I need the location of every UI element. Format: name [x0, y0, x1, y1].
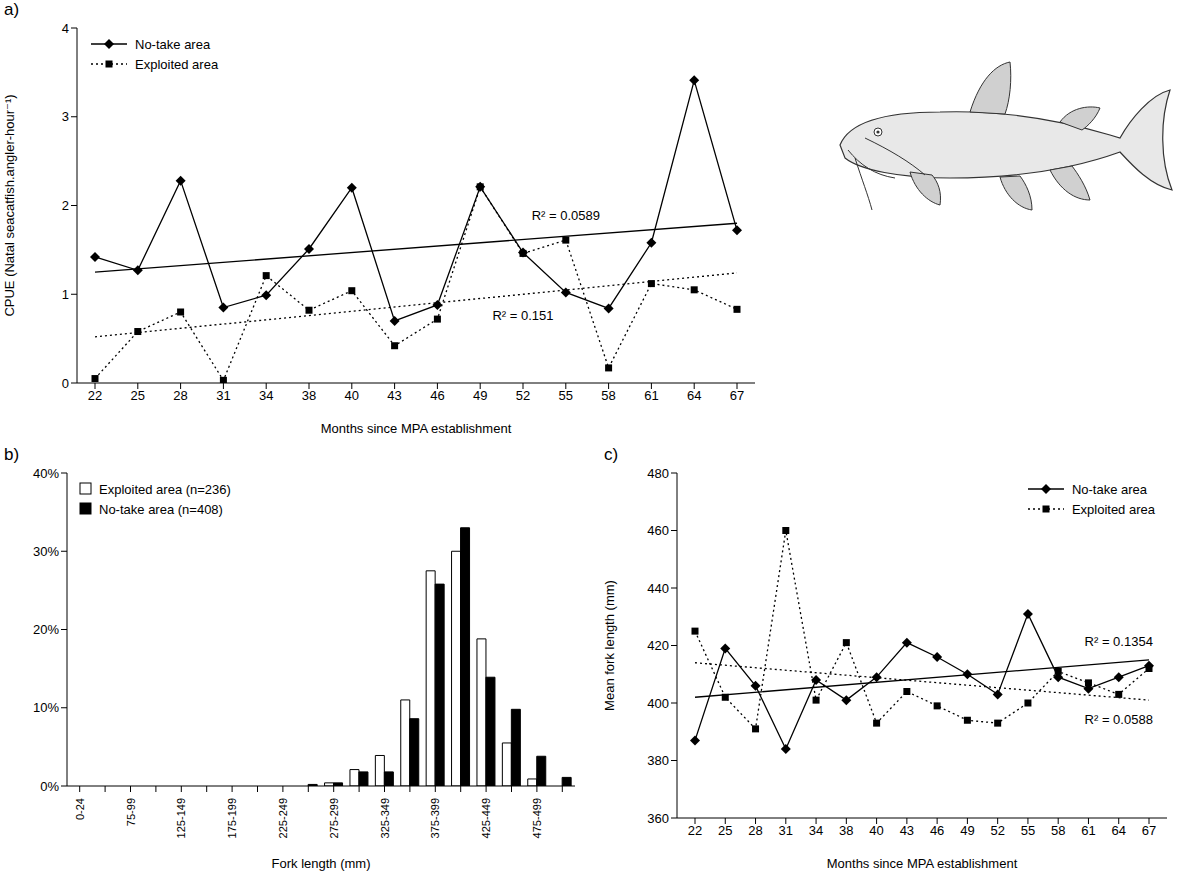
svg-text:46: 46 — [930, 823, 944, 838]
svg-text:125-149: 125-149 — [175, 798, 187, 838]
svg-text:55: 55 — [1021, 823, 1035, 838]
svg-text:425-449: 425-449 — [480, 798, 492, 838]
svg-text:440: 440 — [647, 581, 669, 596]
svg-text:20%: 20% — [33, 622, 59, 637]
svg-text:400: 400 — [647, 696, 669, 711]
svg-text:225-249: 225-249 — [277, 798, 289, 838]
svg-text:0%: 0% — [40, 779, 59, 794]
svg-text:40: 40 — [345, 388, 359, 403]
svg-text:34: 34 — [259, 388, 273, 403]
svg-text:1: 1 — [62, 287, 69, 302]
svg-text:43: 43 — [387, 388, 401, 403]
svg-text:49: 49 — [473, 388, 487, 403]
svg-text:58: 58 — [1051, 823, 1065, 838]
svg-text:475-499: 475-499 — [531, 798, 543, 838]
svg-text:30%: 30% — [33, 544, 59, 559]
svg-text:325-349: 325-349 — [379, 798, 391, 838]
svg-text:R² = 0.0588: R² = 0.0588 — [1085, 712, 1153, 727]
svg-text:55: 55 — [559, 388, 573, 403]
html-text:No-take area: No-take area — [1071, 481, 1147, 497]
svg-text:28: 28 — [748, 823, 762, 838]
svg-text:0: 0 — [62, 376, 69, 391]
svg-text:Months since MPA establishment: Months since MPA establishment — [321, 421, 512, 436]
svg-text:480: 480 — [647, 466, 669, 481]
svg-text:275-299: 275-299 — [328, 798, 340, 838]
svg-text:25: 25 — [718, 823, 732, 838]
svg-text:52: 52 — [990, 823, 1004, 838]
svg-text:22: 22 — [688, 823, 702, 838]
svg-text:3: 3 — [62, 109, 69, 124]
svg-text:460: 460 — [647, 523, 669, 538]
svg-text:46: 46 — [430, 388, 444, 403]
svg-text:420: 420 — [647, 638, 669, 653]
svg-text:R² = 0.151: R² = 0.151 — [492, 308, 553, 323]
svg-text:38: 38 — [839, 823, 853, 838]
svg-text:31: 31 — [216, 388, 230, 403]
svg-text:75-99: 75-99 — [125, 798, 137, 826]
html-text:Exploited area (n=236): Exploited area (n=236) — [99, 481, 231, 497]
svg-text:40%: 40% — [33, 466, 59, 481]
html-text:Exploited area: Exploited area — [1071, 501, 1155, 517]
html-text:c): c) — [604, 445, 619, 464]
svg-text:58: 58 — [601, 388, 615, 403]
svg-text:CPUE (Natal seacatfish.angler-: CPUE (Natal seacatfish.angler-hour⁻¹) — [2, 94, 17, 316]
svg-text:10%: 10% — [33, 700, 59, 715]
svg-text:49: 49 — [960, 823, 974, 838]
svg-text:28: 28 — [173, 388, 187, 403]
svg-text:52: 52 — [516, 388, 530, 403]
html-text:a): a) — [4, 0, 20, 19]
html-text:Exploited area: Exploited area — [135, 56, 219, 72]
svg-text:64: 64 — [687, 388, 701, 403]
svg-text:31: 31 — [779, 823, 793, 838]
svg-text:43: 43 — [900, 823, 914, 838]
svg-text:4: 4 — [62, 21, 69, 36]
svg-text:0-24: 0-24 — [74, 798, 86, 820]
svg-text:61: 61 — [644, 388, 658, 403]
svg-text:22: 22 — [88, 388, 102, 403]
html-text:b): b) — [4, 445, 20, 464]
html-text:No-take area (n=408): No-take area (n=408) — [99, 501, 223, 517]
svg-text:380: 380 — [647, 753, 669, 768]
svg-text:375-399: 375-399 — [429, 798, 441, 838]
svg-text:61: 61 — [1081, 823, 1095, 838]
svg-text:67: 67 — [1142, 823, 1156, 838]
svg-text:64: 64 — [1111, 823, 1125, 838]
svg-text:40: 40 — [869, 823, 883, 838]
svg-text:34: 34 — [809, 823, 823, 838]
svg-text:175-199: 175-199 — [226, 798, 238, 838]
svg-text:2: 2 — [62, 198, 69, 213]
svg-text:R² = 0.1354: R² = 0.1354 — [1085, 634, 1153, 649]
svg-text:25: 25 — [131, 388, 145, 403]
svg-text:R² = 0.0589: R² = 0.0589 — [532, 208, 600, 223]
svg-text:Mean fork length (mm): Mean fork length (mm) — [602, 580, 617, 711]
svg-text:38: 38 — [302, 388, 316, 403]
svg-text:360: 360 — [647, 811, 669, 826]
svg-text:67: 67 — [730, 388, 744, 403]
html-text:No-take area: No-take area — [135, 36, 211, 52]
svg-text:Months since MPA establishment: Months since MPA establishment — [827, 856, 1018, 871]
svg-text:Fork length (mm): Fork length (mm) — [272, 856, 371, 871]
